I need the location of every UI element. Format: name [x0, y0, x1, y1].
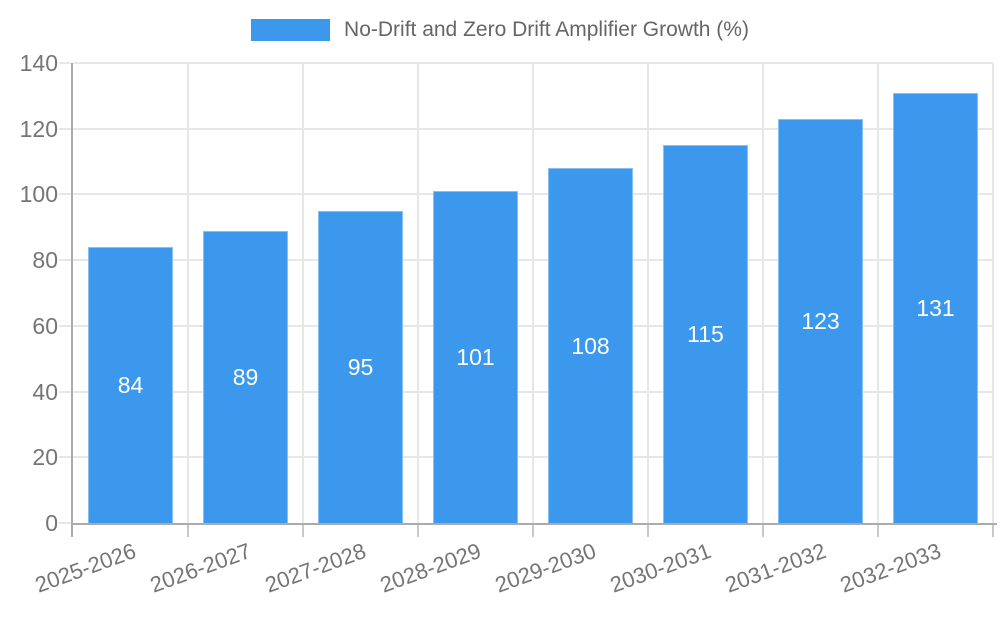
gridline-vertical [302, 63, 304, 523]
bar-2026-2027 [203, 230, 288, 523]
bar-2027-2028 [318, 210, 403, 523]
chart-legend[interactable]: No-Drift and Zero Drift Amplifier Growth… [0, 18, 1000, 42]
bar-2031-2032 [778, 118, 863, 523]
gridline-vertical [762, 63, 764, 523]
y-axis-line [71, 63, 73, 537]
y-axis-label: 140 [19, 50, 58, 76]
bar-2032-2033 [893, 92, 978, 523]
gridline-vertical [532, 63, 534, 523]
y-axis-tick [59, 127, 71, 130]
y-axis-label: 120 [19, 115, 58, 142]
y-axis-tick [59, 390, 71, 393]
y-axis-label: 80 [32, 247, 58, 274]
y-axis-label: 100 [19, 181, 58, 208]
bar-2028-2029 [433, 191, 518, 523]
bar-value-label: 131 [916, 294, 955, 321]
gridline-vertical [417, 63, 419, 523]
y-axis-tick [59, 456, 71, 459]
bar-value-label: 101 [456, 344, 495, 371]
bar-2025-2026 [88, 247, 173, 523]
x-axis-tick [417, 525, 419, 537]
gridline-vertical [187, 63, 189, 523]
y-axis-tick [59, 193, 71, 196]
bar-value-label: 89 [232, 363, 259, 390]
x-axis-tick [647, 525, 649, 537]
y-axis-tick [59, 259, 71, 262]
legend-swatch [251, 19, 331, 41]
x-axis-tick [762, 525, 764, 537]
x-axis-tick [302, 525, 304, 537]
y-axis-tick [59, 62, 71, 64]
x-axis-tick [532, 525, 534, 537]
y-axis-tick [59, 522, 71, 524]
bar-2030-2031 [663, 145, 748, 523]
gridline-vertical [992, 63, 994, 523]
gridline-vertical [877, 63, 879, 523]
x-axis-line [71, 523, 997, 525]
bar-value-label: 84 [117, 372, 144, 398]
y-axis-label: 20 [32, 444, 58, 471]
y-axis-label: 40 [32, 378, 58, 405]
bar-value-label: 123 [801, 307, 840, 334]
bar-2029-2030 [548, 168, 633, 523]
bar-value-label: 115 [687, 321, 724, 348]
bar-value-label: 95 [347, 353, 374, 380]
bar-value-label: 108 [571, 332, 610, 359]
y-axis-tick [59, 324, 71, 327]
x-axis-tick [877, 525, 879, 537]
legend-label: No-Drift and Zero Drift Amplifier Growth… [344, 18, 749, 41]
x-axis-tick [992, 525, 994, 537]
x-axis-tick [187, 525, 189, 537]
y-axis-label: 0 [45, 510, 58, 536]
chart-canvas: No-Drift and Zero Drift Amplifier Growth… [0, 18, 1000, 598]
gridline-vertical [647, 63, 649, 523]
y-axis-label: 60 [32, 312, 58, 339]
